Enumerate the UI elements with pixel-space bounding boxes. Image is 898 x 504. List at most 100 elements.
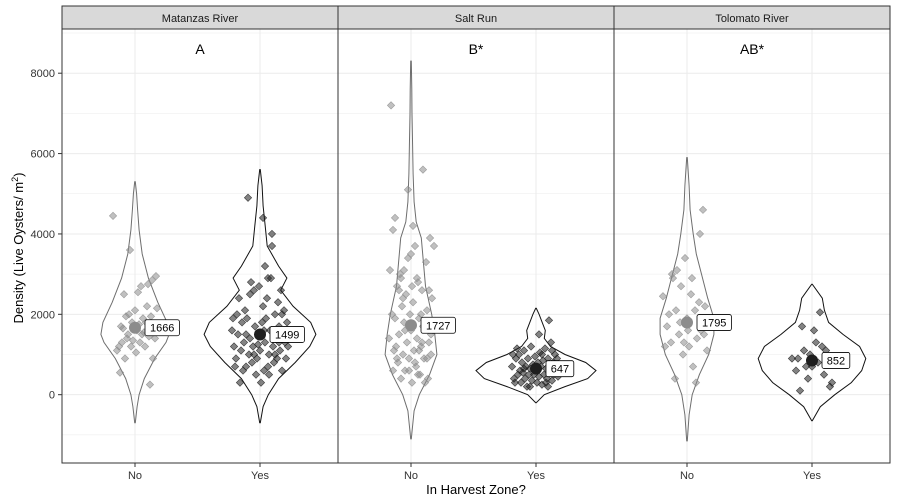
data-point-tolomato-river-no <box>671 306 681 315</box>
data-point-matanzas-river-no <box>146 312 156 321</box>
x-tick-label-yes: Yes <box>527 470 545 482</box>
data-point-salt-run-no <box>407 282 417 291</box>
data-point-matanzas-river-no <box>143 280 153 289</box>
data-point-tolomato-river-no <box>688 362 698 371</box>
data-point-matanzas-river-yes <box>273 298 283 307</box>
data-point-tolomato-river-no <box>664 310 674 319</box>
data-point-matanzas-river-yes <box>247 358 257 367</box>
data-point-matanzas-river-yes <box>257 318 267 327</box>
data-point-matanzas-river-yes <box>246 278 256 287</box>
y-tick-label: 8000 <box>31 68 55 80</box>
data-point-matanzas-river-yes <box>237 318 247 327</box>
data-point-salt-run-yes <box>520 374 530 383</box>
data-point-matanzas-river-yes <box>231 354 241 363</box>
x-tick-label-no: No <box>128 470 142 482</box>
mean-label-box-tolomato-river-no <box>696 314 732 331</box>
data-point-matanzas-river-yes <box>240 306 250 315</box>
data-point-salt-run-no <box>396 374 406 383</box>
mean-label-salt-run-yes: 647 <box>551 364 569 376</box>
data-point-salt-run-no <box>429 241 439 251</box>
data-point-salt-run-no <box>386 101 396 110</box>
mean-marker-salt-run-no <box>405 319 417 332</box>
data-point-matanzas-river-yes <box>255 346 265 355</box>
data-point-matanzas-river-yes <box>249 350 259 359</box>
data-point-matanzas-river-no <box>119 290 129 299</box>
data-point-tolomato-river-no <box>695 229 705 239</box>
y-tick-label: 6000 <box>31 149 55 161</box>
violin-matanzas-river-no <box>100 181 170 424</box>
y-tick-label: 4000 <box>31 229 55 241</box>
data-point-matanzas-river-no <box>118 324 128 333</box>
data-point-salt-run-no <box>424 338 434 347</box>
data-point-matanzas-river-no <box>147 276 157 285</box>
data-point-salt-run-no <box>414 346 424 355</box>
data-point-salt-run-no <box>424 286 434 295</box>
data-point-matanzas-river-yes <box>236 346 246 355</box>
data-point-matanzas-river-yes <box>276 286 286 295</box>
data-point-tolomato-river-yes <box>811 338 821 347</box>
data-point-tolomato-river-no <box>683 326 693 335</box>
data-point-tolomato-river-no <box>667 270 677 279</box>
data-point-tolomato-river-no <box>666 338 676 347</box>
data-point-matanzas-river-yes <box>281 354 291 363</box>
group-salt-run-yes: 647 <box>475 307 597 404</box>
data-point-salt-run-no <box>390 213 400 222</box>
data-point-matanzas-river-yes <box>227 326 237 335</box>
data-point-matanzas-river-no <box>151 272 161 281</box>
data-point-matanzas-river-yes <box>232 310 242 319</box>
data-point-salt-run-yes <box>540 344 550 353</box>
data-point-tolomato-river-no <box>674 330 684 339</box>
facet-strip-label-matanzas-river: Matanzas River <box>162 13 239 25</box>
data-point-tolomato-river-yes <box>795 386 805 395</box>
data-point-tolomato-river-no <box>670 374 680 383</box>
panel-background-salt-run <box>338 29 614 463</box>
data-point-tolomato-river-yes <box>787 354 797 363</box>
data-point-matanzas-river-yes <box>260 338 270 347</box>
data-point-matanzas-river-yes <box>230 362 240 371</box>
data-point-tolomato-river-yes <box>797 322 807 331</box>
data-point-salt-run-no <box>408 221 418 231</box>
facet-panels: Matanzas River 1666 1499 A No Yes Salt Run 172… <box>61 5 891 482</box>
data-point-tolomato-river-no <box>698 205 708 214</box>
data-point-matanzas-river-yes <box>235 378 245 387</box>
data-point-matanzas-river-no <box>125 245 135 255</box>
data-point-tolomato-river-no <box>699 330 709 339</box>
data-point-matanzas-river-yes <box>263 362 273 371</box>
data-point-matanzas-river-yes <box>250 322 260 331</box>
data-point-tolomato-river-no <box>672 266 682 275</box>
data-point-salt-run-no <box>407 378 417 387</box>
data-point-tolomato-river-yes <box>793 354 803 363</box>
significance-letter-tolomato-river: AB* <box>740 41 765 57</box>
y-axis-title-superscript: 2 <box>10 177 20 182</box>
data-point-matanzas-river-yes <box>259 366 269 375</box>
mean-label-salt-run-no: 1727 <box>426 320 450 332</box>
mean-label-box-salt-run-yes <box>545 360 575 378</box>
data-point-salt-run-yes <box>526 342 536 351</box>
data-point-matanzas-river-yes <box>275 346 285 355</box>
data-point-salt-run-no <box>421 257 431 267</box>
mean-marker-matanzas-river-yes <box>254 328 266 341</box>
data-point-matanzas-river-no <box>148 354 158 363</box>
data-point-matanzas-river-yes <box>264 350 274 359</box>
data-point-tolomato-river-yes <box>791 366 801 375</box>
data-point-matanzas-river-yes <box>258 302 268 311</box>
data-point-salt-run-no <box>422 306 432 315</box>
mean-marker-salt-run-yes <box>530 362 542 375</box>
data-point-tolomato-river-no <box>658 292 668 301</box>
data-point-tolomato-river-no <box>660 342 670 351</box>
mean-label-box-matanzas-river-yes <box>269 326 305 343</box>
data-point-matanzas-river-yes <box>277 366 287 375</box>
data-point-salt-run-yes <box>524 370 534 379</box>
data-point-matanzas-river-yes <box>267 241 277 251</box>
data-point-salt-run-no <box>406 249 416 259</box>
x-tick-label-yes: Yes <box>251 470 269 482</box>
data-point-salt-run-no <box>394 286 404 295</box>
data-point-matanzas-river-yes <box>234 294 244 303</box>
grid-lines-tolomato-river <box>614 29 890 463</box>
data-point-matanzas-river-no <box>150 334 160 343</box>
y-axis-title-main: Density (Live Oysters/ m <box>11 182 26 324</box>
data-point-matanzas-river-no <box>142 302 152 311</box>
mean-label-tolomato-river-no: 1795 <box>702 318 726 330</box>
data-point-tolomato-river-yes <box>815 308 825 317</box>
data-point-salt-run-yes <box>543 382 553 391</box>
